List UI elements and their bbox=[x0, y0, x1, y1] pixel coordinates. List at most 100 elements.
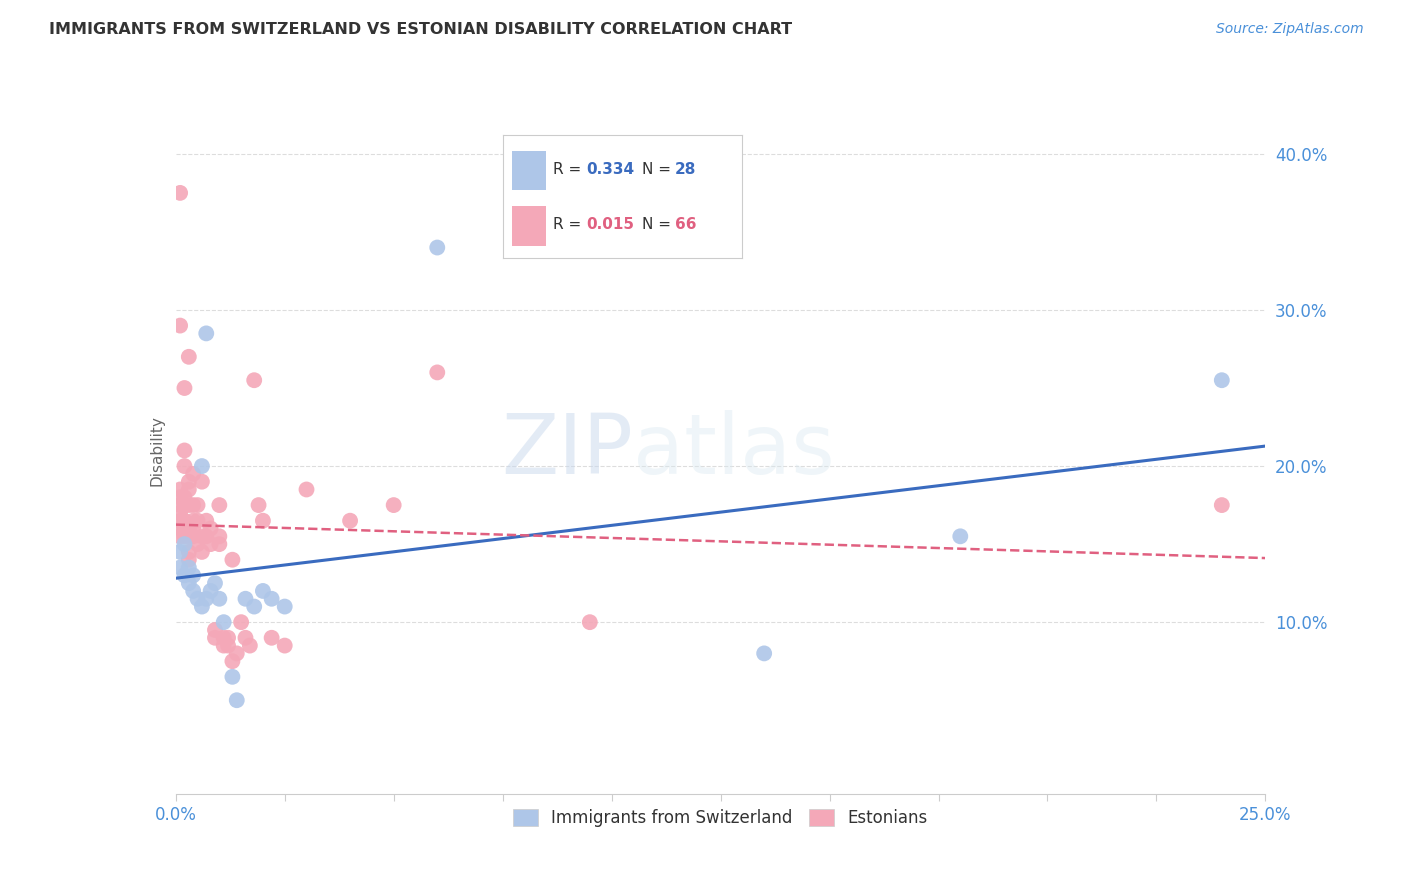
Point bbox=[177, 552, 200, 567]
Point bbox=[579, 615, 602, 630]
Point bbox=[177, 350, 200, 364]
Point bbox=[186, 514, 209, 528]
Point bbox=[186, 591, 209, 606]
Point bbox=[243, 599, 266, 614]
Point bbox=[173, 458, 195, 473]
Point bbox=[426, 366, 449, 380]
Point bbox=[173, 443, 195, 458]
Point bbox=[225, 646, 247, 660]
Point bbox=[191, 475, 214, 489]
Point bbox=[173, 529, 195, 543]
Point bbox=[169, 490, 191, 504]
Point bbox=[204, 576, 226, 591]
Point bbox=[195, 529, 218, 543]
Point bbox=[221, 552, 243, 567]
Point bbox=[274, 639, 297, 653]
Point bbox=[208, 529, 231, 543]
Text: R =: R = bbox=[553, 218, 586, 232]
Text: 28: 28 bbox=[675, 161, 696, 177]
Point bbox=[1211, 373, 1233, 387]
Point bbox=[200, 537, 222, 551]
Point bbox=[181, 529, 204, 543]
Point bbox=[181, 467, 204, 481]
Point bbox=[754, 646, 776, 660]
Point bbox=[177, 529, 200, 543]
Point bbox=[295, 483, 318, 497]
Text: IMMIGRANTS FROM SWITZERLAND VS ESTONIAN DISABILITY CORRELATION CHART: IMMIGRANTS FROM SWITZERLAND VS ESTONIAN … bbox=[49, 22, 793, 37]
Point bbox=[221, 654, 243, 668]
Point bbox=[173, 498, 195, 512]
Point bbox=[169, 514, 191, 528]
FancyBboxPatch shape bbox=[512, 206, 546, 246]
Point bbox=[212, 615, 235, 630]
Point bbox=[274, 599, 297, 614]
Point bbox=[382, 498, 405, 512]
Point bbox=[208, 537, 231, 551]
Text: 0.015: 0.015 bbox=[586, 218, 634, 232]
Point bbox=[181, 498, 204, 512]
Point bbox=[173, 381, 195, 395]
Point bbox=[225, 693, 247, 707]
Point bbox=[247, 498, 270, 512]
Point bbox=[173, 490, 195, 504]
Text: 66: 66 bbox=[675, 218, 697, 232]
Text: N =: N = bbox=[641, 218, 675, 232]
Point bbox=[177, 475, 200, 489]
Text: N =: N = bbox=[641, 161, 675, 177]
Point bbox=[177, 521, 200, 535]
Point bbox=[169, 506, 191, 520]
Point bbox=[177, 498, 200, 512]
Point bbox=[186, 498, 209, 512]
Point bbox=[191, 545, 214, 559]
Point bbox=[200, 583, 222, 598]
Point bbox=[181, 521, 204, 535]
Point bbox=[181, 583, 204, 598]
Point bbox=[191, 458, 214, 473]
Text: R =: R = bbox=[553, 161, 586, 177]
Point bbox=[186, 537, 209, 551]
Point bbox=[243, 373, 266, 387]
Point bbox=[173, 514, 195, 528]
Text: atlas: atlas bbox=[633, 410, 835, 491]
FancyBboxPatch shape bbox=[512, 151, 546, 190]
Point bbox=[204, 631, 226, 645]
Point bbox=[173, 568, 195, 582]
Text: 0.334: 0.334 bbox=[586, 161, 634, 177]
Point bbox=[173, 521, 195, 535]
Point bbox=[169, 483, 191, 497]
Point bbox=[177, 483, 200, 497]
Point bbox=[231, 615, 253, 630]
Point bbox=[191, 599, 214, 614]
Point bbox=[949, 529, 972, 543]
Point bbox=[426, 240, 449, 254]
Point bbox=[235, 591, 257, 606]
Point bbox=[181, 514, 204, 528]
Point bbox=[204, 623, 226, 637]
Point bbox=[169, 318, 191, 333]
Point bbox=[169, 560, 191, 574]
Point bbox=[169, 186, 191, 200]
Point bbox=[217, 631, 239, 645]
Point bbox=[221, 670, 243, 684]
Point bbox=[191, 529, 214, 543]
Text: ZIP: ZIP bbox=[502, 410, 633, 491]
Point bbox=[195, 591, 218, 606]
Point bbox=[239, 639, 262, 653]
Point bbox=[177, 576, 200, 591]
Point bbox=[260, 591, 283, 606]
Point bbox=[200, 521, 222, 535]
Point bbox=[235, 631, 257, 645]
Point bbox=[260, 631, 283, 645]
Point bbox=[212, 639, 235, 653]
Text: Source: ZipAtlas.com: Source: ZipAtlas.com bbox=[1216, 22, 1364, 37]
Point bbox=[1211, 498, 1233, 512]
Point bbox=[208, 498, 231, 512]
Legend: Immigrants from Switzerland, Estonians: Immigrants from Switzerland, Estonians bbox=[506, 802, 935, 834]
Point bbox=[252, 583, 274, 598]
Point bbox=[252, 514, 274, 528]
Point bbox=[177, 560, 200, 574]
Point bbox=[177, 545, 200, 559]
Y-axis label: Disability: Disability bbox=[149, 415, 165, 486]
Point bbox=[195, 514, 218, 528]
Point bbox=[217, 639, 239, 653]
